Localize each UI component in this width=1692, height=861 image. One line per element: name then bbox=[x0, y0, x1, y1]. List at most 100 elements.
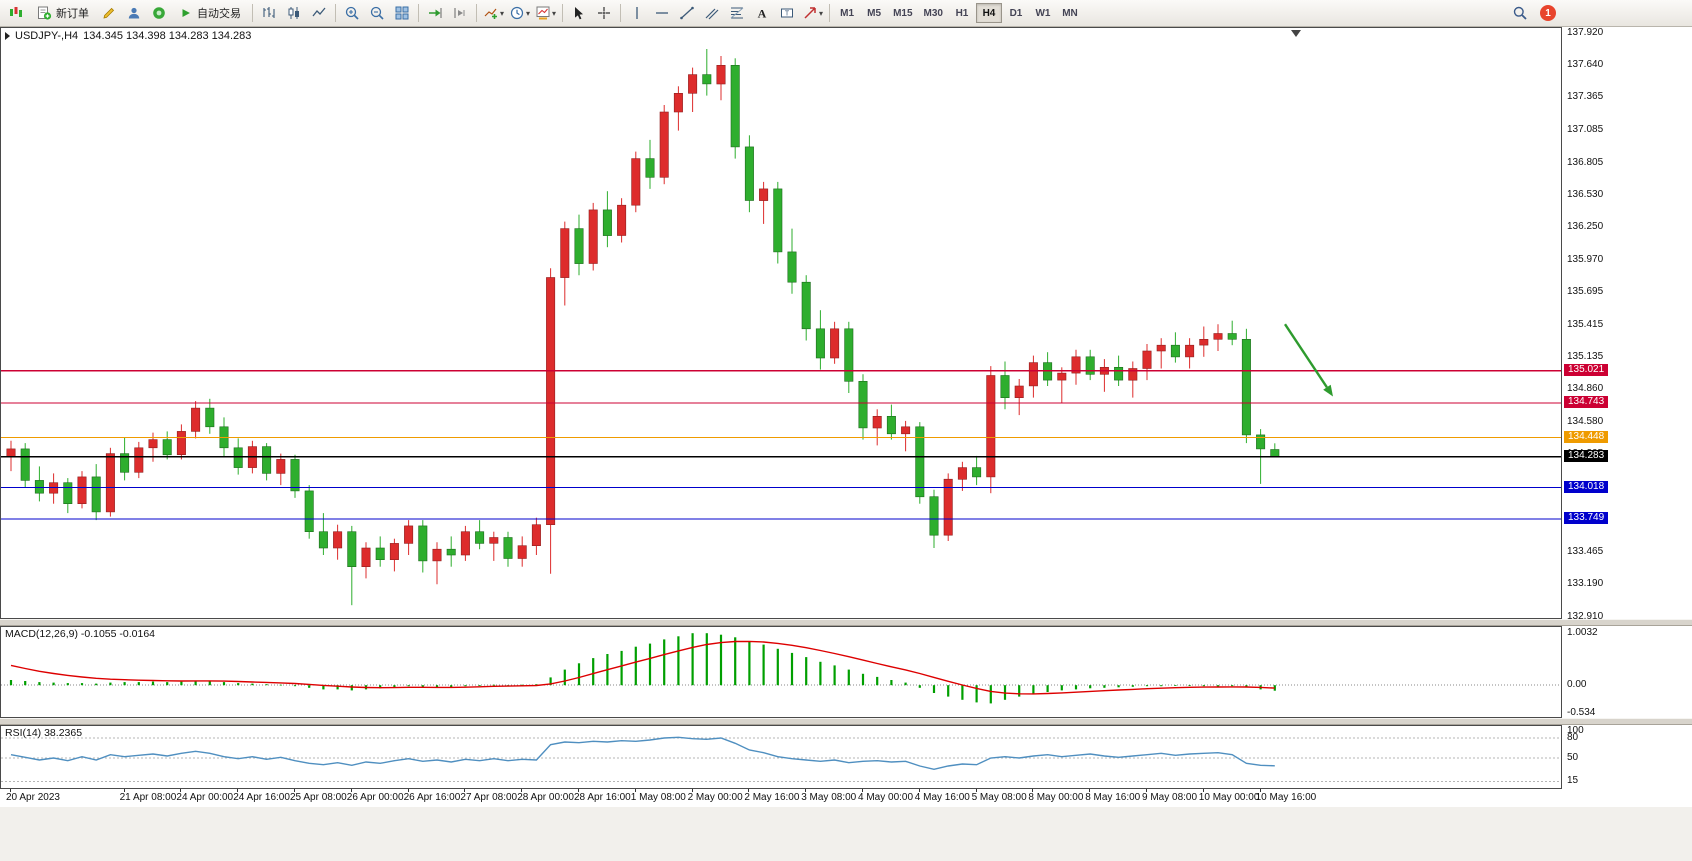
text-button[interactable]: A bbox=[750, 2, 774, 24]
time-tick bbox=[918, 789, 920, 792]
timeframe-button-D1[interactable]: D1 bbox=[1003, 3, 1029, 23]
price-axis-label: 137.920 bbox=[1567, 27, 1604, 38]
time-axis[interactable]: 20 Apr 2023 21 Apr 08:00 24 Apr 00:00 24 Ap… bbox=[0, 789, 1562, 807]
timeframe-button-M5[interactable]: M5 bbox=[861, 3, 887, 23]
rsi-canvas[interactable] bbox=[1, 726, 1561, 788]
vertical-line-button[interactable] bbox=[625, 2, 649, 24]
fibonacci-button[interactable] bbox=[725, 2, 749, 24]
search-icon bbox=[1513, 6, 1527, 20]
new-chart-button[interactable] bbox=[4, 2, 28, 24]
new-order-button[interactable]: 新订单 bbox=[29, 2, 96, 24]
price-axis-label: 137.640 bbox=[1567, 59, 1604, 71]
time-axis-row: 20 Apr 2023 21 Apr 08:00 24 Apr 00:00 24 Ap… bbox=[0, 789, 1692, 807]
rsi-axis-label: 50 bbox=[1567, 752, 1579, 763]
time-tick bbox=[1146, 789, 1147, 792]
horizontal-line-button[interactable] bbox=[650, 2, 674, 24]
price-level-tag: 134.283 bbox=[1564, 449, 1609, 462]
line-chart-button[interactable] bbox=[307, 2, 331, 24]
timeframe-group: M1 M5 M15 M30 H1 H4 D1 W1 MN bbox=[834, 3, 1083, 23]
timeframe-button-M1[interactable]: M1 bbox=[834, 3, 860, 23]
templates-icon bbox=[536, 6, 550, 20]
timeframe-button-W1[interactable]: W1 bbox=[1030, 3, 1056, 23]
time-axis-label: 8 May 00:00 bbox=[1028, 792, 1084, 803]
main-chart-panel[interactable]: USDJPY-,H4 134.345 134.398 134.283 134.2… bbox=[0, 27, 1562, 619]
chart-shift-button[interactable] bbox=[448, 2, 472, 24]
timeframe-button-M15[interactable]: M15 bbox=[888, 3, 917, 23]
indicators-icon bbox=[484, 8, 497, 19]
bar-chart-button[interactable] bbox=[257, 2, 281, 24]
templates-button[interactable]: ▾ bbox=[533, 2, 558, 24]
macd-axis-label: 1.0032 bbox=[1567, 626, 1598, 638]
time-axis-label: 25 Apr 08:00 bbox=[290, 792, 347, 803]
price-axis-label: 136.805 bbox=[1567, 156, 1604, 168]
candle-chart-icon bbox=[288, 7, 299, 19]
equidistant-channel-icon bbox=[705, 8, 719, 20]
toolbar: 新订单 自动交易 bbox=[0, 0, 1692, 27]
arrows-button[interactable]: ▾ bbox=[800, 2, 825, 24]
zoom-out-button[interactable] bbox=[365, 2, 389, 24]
timeframe-button-H4[interactable]: H4 bbox=[975, 3, 1002, 23]
price-axis-label: 136.530 bbox=[1567, 188, 1604, 200]
tile-windows-button[interactable] bbox=[390, 2, 414, 24]
text-label-icon: T bbox=[781, 8, 794, 18]
periods-button[interactable]: ▾ bbox=[507, 2, 532, 24]
macd-canvas[interactable] bbox=[1, 627, 1561, 717]
one-click-trading-toggle-icon[interactable] bbox=[5, 32, 10, 40]
rsi-axis-label: 100 bbox=[1567, 725, 1584, 736]
community-button[interactable] bbox=[147, 2, 171, 24]
price-axis-label: 132.910 bbox=[1567, 610, 1604, 619]
price-axis-label: 133.190 bbox=[1567, 578, 1604, 590]
svg-text:A: A bbox=[758, 7, 767, 21]
panel-splitter[interactable] bbox=[0, 718, 1692, 725]
search-button[interactable] bbox=[1508, 2, 1532, 24]
time-tick bbox=[407, 789, 409, 792]
main-chart-canvas[interactable] bbox=[1, 28, 1561, 618]
profile-icon bbox=[128, 7, 140, 19]
metaeditor-button[interactable] bbox=[97, 2, 121, 24]
time-tick bbox=[350, 789, 352, 792]
price-axis-label: 136.250 bbox=[1567, 221, 1604, 233]
new-chart-icon bbox=[10, 7, 22, 17]
auto-scroll-button[interactable] bbox=[423, 2, 447, 24]
price-axis-label: 135.695 bbox=[1567, 286, 1604, 298]
cursor-button[interactable] bbox=[567, 2, 591, 24]
timeframe-button-H1[interactable]: H1 bbox=[949, 3, 975, 23]
toolbar-separator bbox=[829, 4, 831, 22]
panel-splitter[interactable] bbox=[0, 619, 1692, 626]
time-tick bbox=[123, 789, 125, 792]
time-axis-label: 1 May 08:00 bbox=[630, 792, 686, 803]
crosshair-button[interactable] bbox=[592, 2, 616, 24]
macd-panel[interactable]: MACD(12,26,9) -0.1055 -0.0164 bbox=[0, 626, 1562, 718]
time-tick bbox=[805, 789, 807, 792]
rsi-axis[interactable]: 100 80 50 15 bbox=[1562, 725, 1692, 789]
text-icon: A bbox=[758, 7, 767, 21]
macd-axis[interactable]: 1.0032 0.00 -0.534 bbox=[1562, 626, 1692, 718]
toolbar-separator bbox=[476, 4, 477, 22]
indicators-button[interactable]: ▾ bbox=[481, 2, 506, 24]
zoom-in-button[interactable] bbox=[340, 2, 364, 24]
timeframe-button-MN[interactable]: MN bbox=[1057, 3, 1083, 23]
profile-button[interactable] bbox=[122, 2, 146, 24]
dropdown-caret: ▾ bbox=[819, 8, 824, 18]
price-axis[interactable]: 137.920 137.640 137.365 137.085 136.805 136.5… bbox=[1562, 27, 1692, 619]
text-label-button[interactable]: T bbox=[775, 2, 799, 24]
trendline-button[interactable] bbox=[675, 2, 699, 24]
timeframe-button-M30[interactable]: M30 bbox=[919, 3, 948, 23]
time-axis-label: 2 May 16:00 bbox=[744, 792, 800, 803]
time-axis-label: 5 May 08:00 bbox=[971, 792, 1027, 803]
time-axis-label: 4 May 16:00 bbox=[914, 792, 970, 803]
autotrading-label: 自动交易 bbox=[197, 8, 241, 20]
dropdown-caret: ▾ bbox=[526, 8, 531, 18]
channel-button[interactable] bbox=[700, 2, 724, 24]
rsi-panel[interactable]: RSI(14) 38.2365 bbox=[0, 725, 1562, 789]
chart-header: USDJPY-,H4 134.345 134.398 134.283 134.2… bbox=[5, 30, 251, 42]
zoom-out-icon bbox=[370, 6, 384, 20]
candle-chart-button[interactable] bbox=[282, 2, 306, 24]
metaeditor-icon bbox=[103, 7, 115, 19]
time-tick bbox=[464, 789, 466, 792]
price-axis-label: 135.970 bbox=[1567, 254, 1604, 266]
autotrading-button[interactable]: 自动交易 bbox=[172, 2, 248, 24]
time-axis-label: 26 Apr 00:00 bbox=[346, 792, 404, 803]
cursor-icon bbox=[575, 7, 584, 20]
notification-badge[interactable]: 1 bbox=[1540, 5, 1556, 21]
